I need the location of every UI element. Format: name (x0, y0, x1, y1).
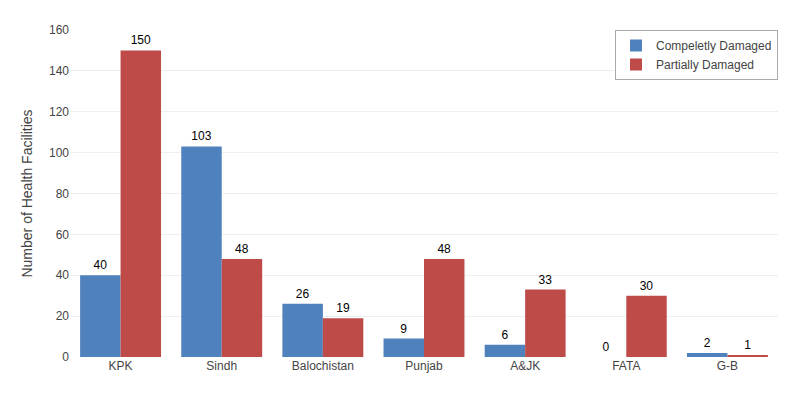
svg-text:150: 150 (131, 33, 151, 47)
svg-text:33: 33 (539, 273, 553, 287)
svg-text:160: 160 (49, 23, 69, 37)
svg-text:G-B: G-B (717, 359, 738, 373)
svg-text:0: 0 (62, 350, 69, 364)
svg-text:Partially Damaged: Partially Damaged (656, 58, 754, 72)
svg-text:6: 6 (501, 328, 508, 342)
svg-text:A&JK: A&JK (510, 359, 540, 373)
svg-text:26: 26 (296, 287, 310, 301)
svg-text:40: 40 (56, 268, 70, 282)
svg-text:48: 48 (437, 242, 451, 256)
svg-text:9: 9 (400, 322, 407, 336)
svg-text:Compeletly Damaged: Compeletly Damaged (656, 39, 771, 53)
svg-text:1: 1 (744, 338, 751, 352)
svg-text:40: 40 (94, 258, 108, 272)
svg-text:19: 19 (336, 301, 350, 315)
svg-text:30: 30 (640, 279, 654, 293)
svg-text:140: 140 (49, 64, 69, 78)
svg-text:20: 20 (56, 309, 70, 323)
svg-text:120: 120 (49, 105, 69, 119)
svg-text:103: 103 (191, 129, 211, 143)
svg-text:Sindh: Sindh (206, 359, 237, 373)
svg-text:Balochistan: Balochistan (292, 359, 354, 373)
svg-text:FATA: FATA (612, 359, 640, 373)
svg-text:100: 100 (49, 146, 69, 160)
svg-text:0: 0 (603, 340, 610, 354)
svg-text:48: 48 (235, 242, 249, 256)
svg-text:60: 60 (56, 228, 70, 242)
svg-text:KPK: KPK (109, 359, 133, 373)
svg-text:Number of Health Facilities: Number of Health Facilities (19, 109, 35, 277)
svg-text:2: 2 (704, 336, 711, 350)
svg-text:Punjab: Punjab (405, 359, 443, 373)
svg-text:80: 80 (56, 187, 70, 201)
